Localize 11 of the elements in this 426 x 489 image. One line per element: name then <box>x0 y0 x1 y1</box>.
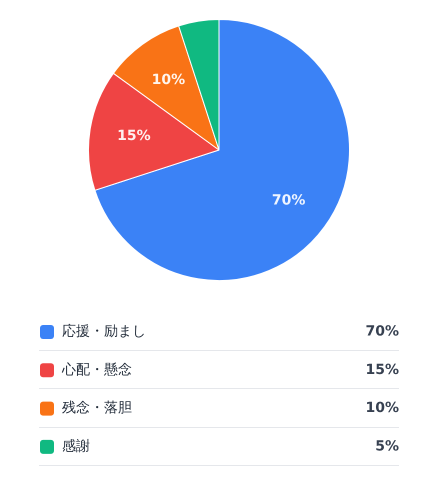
legend-label: 心配・懸念 <box>61 362 132 378</box>
data-label: 5% <box>375 438 399 455</box>
text: 70% <box>365 324 399 340</box>
data-label: 15% <box>117 128 151 144</box>
text: 15% <box>365 362 399 378</box>
text: 10% <box>365 400 399 416</box>
legend-label: 残念・落胆 <box>62 400 132 416</box>
data-label: 70% <box>272 192 306 208</box>
legend-label: 感謝 <box>62 438 90 455</box>
legend-label: 応援・励まし <box>62 324 146 340</box>
data-label: 10% <box>152 72 186 88</box>
